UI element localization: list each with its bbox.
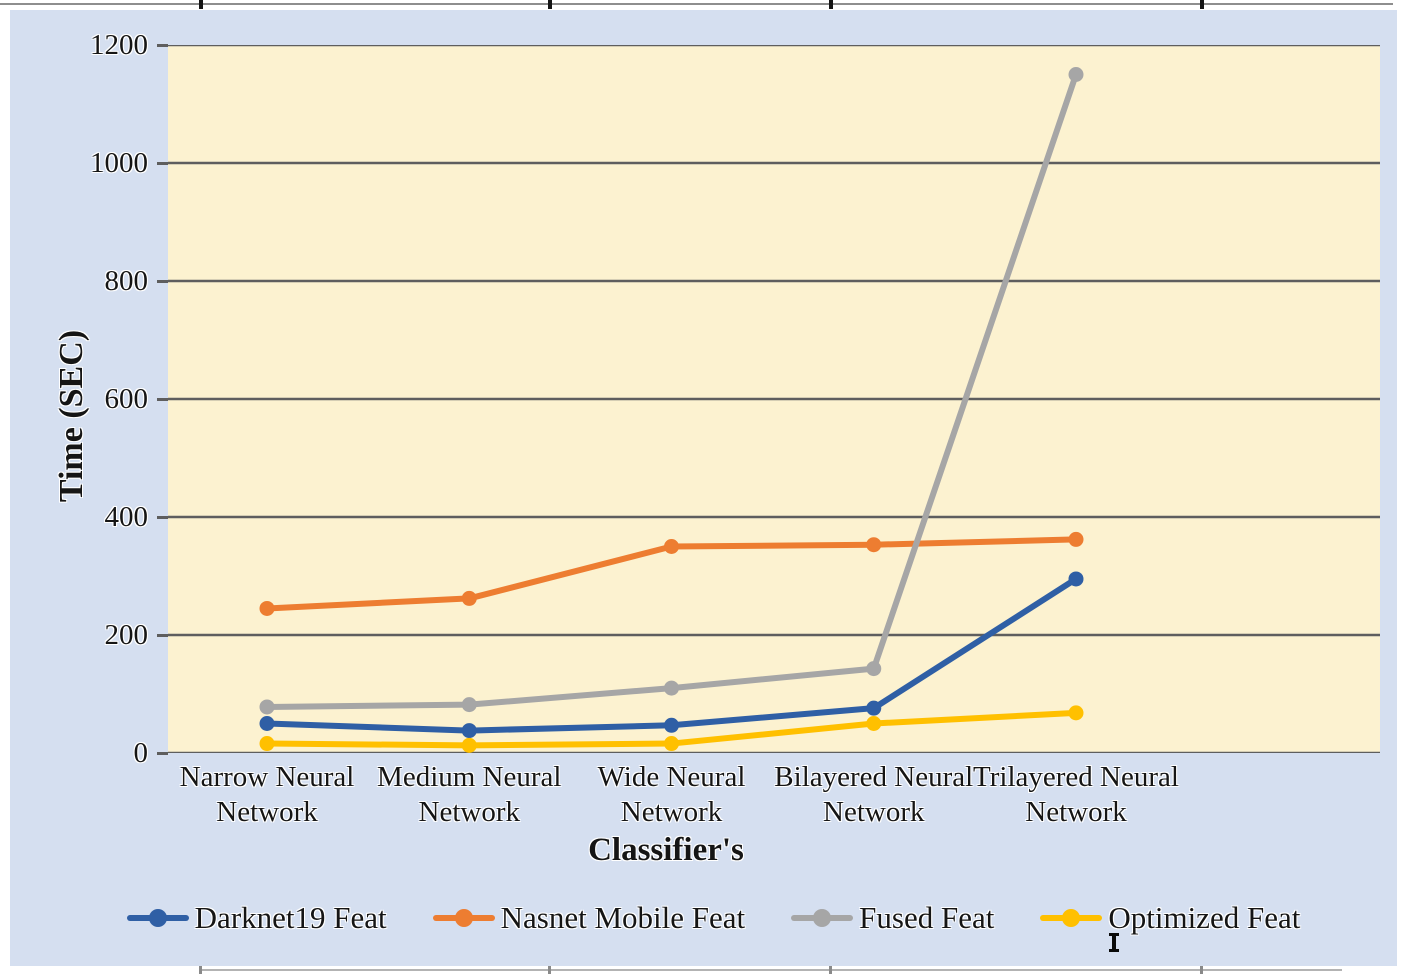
data-point-marker [1068, 67, 1084, 82]
legend-label: Optimized Feat [1108, 900, 1301, 935]
data-point-marker [866, 716, 882, 731]
x-axis-title: Classifier's [588, 832, 744, 868]
data-point-marker [461, 590, 477, 606]
bottom-crop-tick [1200, 966, 1203, 974]
y-tick-mark [157, 43, 168, 47]
data-point-marker [1068, 705, 1084, 721]
x-category-label: Wide Neural Network [597, 761, 746, 828]
top-crop-tick [1200, 0, 1204, 9]
legend-label: Fused Feat [859, 900, 995, 935]
y-tick-label: 1000 [90, 147, 148, 179]
data-point-marker [664, 717, 679, 733]
legend-line-marker-icon [1040, 908, 1103, 928]
top-crop-tick [199, 0, 203, 9]
chart-canvas [168, 45, 1380, 753]
y-tick-label: 800 [104, 265, 149, 297]
data-point-marker [461, 697, 477, 713]
legend-item-darknet19-feat: Darknet19 Feat [126, 900, 387, 935]
data-point-marker [866, 537, 882, 553]
x-category-label: Trilayered Neural Network [973, 761, 1179, 828]
legend-item-optimized-feat: Optimized Feat [1040, 901, 1300, 935]
bottom-crop-tick [829, 966, 832, 974]
legend-label: Nasnet Mobile Feat [500, 900, 746, 935]
legend-item-fused-feat: Fused Feat [791, 901, 994, 935]
bottom-crop-line [199, 969, 1342, 971]
top-crop-tick [548, 0, 552, 9]
data-point-marker [664, 736, 679, 752]
y-tick-label: 200 [104, 619, 149, 651]
y-tick-label: 0 [133, 737, 149, 769]
legend-item-nasnet-mobile-feat: Nasnet Mobile Feat [432, 900, 746, 935]
data-point-marker [259, 736, 275, 752]
chart-panel: Time (SEC) Classifier's 0 200 400 600 800 100… [10, 10, 1397, 966]
data-point-marker [664, 680, 679, 696]
y-tick-mark [157, 161, 168, 165]
y-tick-mark [157, 515, 168, 519]
x-category-label: Bilayered Neural Network [774, 761, 974, 828]
data-point-marker [866, 700, 882, 716]
series-line-fused-feat [264, 71, 1079, 710]
top-crop-line [0, 3, 1393, 5]
text-cursor-artifact [1109, 933, 1119, 952]
y-tick-mark [157, 279, 168, 283]
top-crop-tick [829, 0, 833, 9]
data-point-marker [259, 699, 275, 715]
legend-label: Darknet19 Feat [194, 900, 387, 935]
legend: Darknet19 Feat Nasnet Mobile Feat Fused Fe… [20, 901, 1405, 935]
data-point-marker [664, 539, 679, 554]
bottom-crop-tick [548, 966, 551, 974]
data-point-marker [461, 723, 477, 739]
x-category-label: Narrow Neural Network [179, 761, 355, 828]
data-point-marker [461, 737, 477, 753]
y-tick-label: 600 [104, 383, 149, 415]
plot-area [168, 45, 1380, 753]
y-tick-mark [157, 633, 168, 637]
data-point-marker [259, 600, 275, 616]
y-tick-mark [157, 397, 168, 401]
y-tick-mark [157, 751, 168, 755]
x-category-label: Medium Neural Network [377, 761, 562, 828]
legend-line-marker-icon [126, 908, 189, 928]
legend-line-marker-icon [432, 908, 495, 928]
data-point-marker [1068, 531, 1084, 547]
data-point-marker [866, 661, 882, 677]
legend-line-marker-icon [791, 908, 854, 928]
y-tick-label: 400 [104, 501, 149, 533]
data-point-marker [259, 716, 275, 731]
y-tick-label: 1200 [90, 29, 148, 61]
data-point-marker [1068, 571, 1084, 587]
bottom-crop-tick [199, 966, 202, 974]
